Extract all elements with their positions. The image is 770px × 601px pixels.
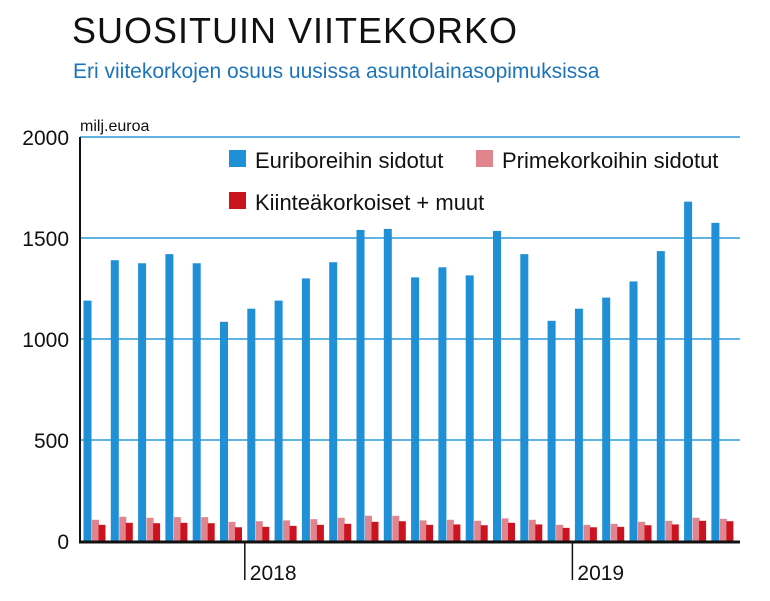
bar (301, 278, 310, 541)
bar (438, 267, 447, 541)
bar (274, 300, 283, 541)
bar (337, 517, 345, 541)
bar (574, 308, 583, 541)
legend-label: Primekorkoihin sidotut (502, 148, 718, 173)
bar (262, 526, 270, 541)
bar (520, 254, 529, 541)
y-tick-label: 1000 (22, 329, 69, 352)
bar (220, 321, 228, 541)
bar (247, 308, 256, 541)
y-axis-unit-label: milj.euroa (80, 118, 149, 135)
legend: Euriboreihin sidotut Primekorkoihin sidot… (229, 148, 718, 215)
bar (629, 281, 638, 541)
bar (344, 523, 352, 541)
bar (665, 520, 673, 541)
bar (535, 524, 543, 541)
legend-label: Euriboreihin sidotut (255, 148, 443, 173)
bar (235, 527, 242, 541)
bar (719, 518, 727, 541)
bar (453, 524, 461, 541)
bar (465, 275, 474, 541)
bar (125, 522, 133, 541)
chart-title: SUOSITUIN VIITEKORKO (72, 10, 519, 51)
x-axis: 2018 2019 (79, 540, 740, 585)
bar (146, 517, 154, 541)
bar (638, 521, 645, 541)
legend-swatch (229, 192, 246, 209)
bar (173, 517, 181, 541)
year-label: 2019 (577, 562, 624, 585)
bar (310, 519, 318, 541)
bar (583, 524, 591, 541)
bar (480, 525, 488, 541)
bar (711, 222, 720, 541)
grid-lines (80, 136, 740, 441)
bar (501, 518, 509, 541)
bars (83, 201, 734, 542)
legend-swatch (476, 150, 493, 167)
bar (329, 262, 338, 541)
bar (392, 515, 400, 541)
bar (726, 521, 734, 541)
bar (207, 523, 215, 541)
bar (283, 520, 291, 541)
bar (255, 521, 263, 541)
bar (398, 521, 406, 541)
y-tick-label: 0 (57, 531, 69, 554)
bar (508, 522, 515, 541)
bar (446, 519, 454, 541)
bar (419, 520, 427, 541)
bar (671, 524, 679, 541)
bar (119, 516, 127, 541)
bar (83, 300, 92, 541)
bar (684, 201, 693, 541)
y-axis: 0 500 1000 1500 2000 (22, 127, 81, 554)
bar (192, 263, 201, 541)
bar (493, 230, 501, 541)
bar (602, 297, 611, 541)
bar (562, 527, 570, 541)
y-tick-label: 500 (34, 430, 69, 453)
chart-subtitle: Eri viitekorkojen osuus uusissa asuntola… (73, 60, 600, 83)
bar (411, 277, 420, 541)
bar (228, 521, 236, 541)
bar (289, 525, 297, 541)
bar (201, 517, 209, 541)
bar (644, 525, 652, 541)
bar (365, 515, 372, 541)
bar (426, 524, 434, 541)
bar (692, 517, 700, 541)
y-tick-label: 1500 (22, 228, 69, 251)
bar (699, 520, 707, 541)
bar (92, 519, 99, 541)
bar (153, 523, 161, 541)
year-label: 2018 (250, 562, 297, 585)
bar (528, 519, 536, 541)
bar (383, 228, 392, 541)
legend-label: Kiinteäkorkoiset + muut (255, 190, 484, 215)
bar (98, 524, 106, 541)
bar (474, 520, 482, 541)
bar (180, 522, 188, 541)
bar (371, 521, 379, 541)
y-tick-label: 2000 (22, 127, 69, 150)
bar (316, 524, 324, 541)
bar (617, 526, 625, 541)
bar (547, 320, 556, 541)
bar (138, 263, 147, 541)
bar (110, 260, 119, 541)
bar (165, 254, 174, 541)
bar (656, 251, 665, 541)
bar (610, 523, 618, 541)
bar (556, 524, 564, 541)
legend-swatch (229, 150, 246, 167)
bar (589, 527, 597, 541)
bar (356, 229, 365, 542)
